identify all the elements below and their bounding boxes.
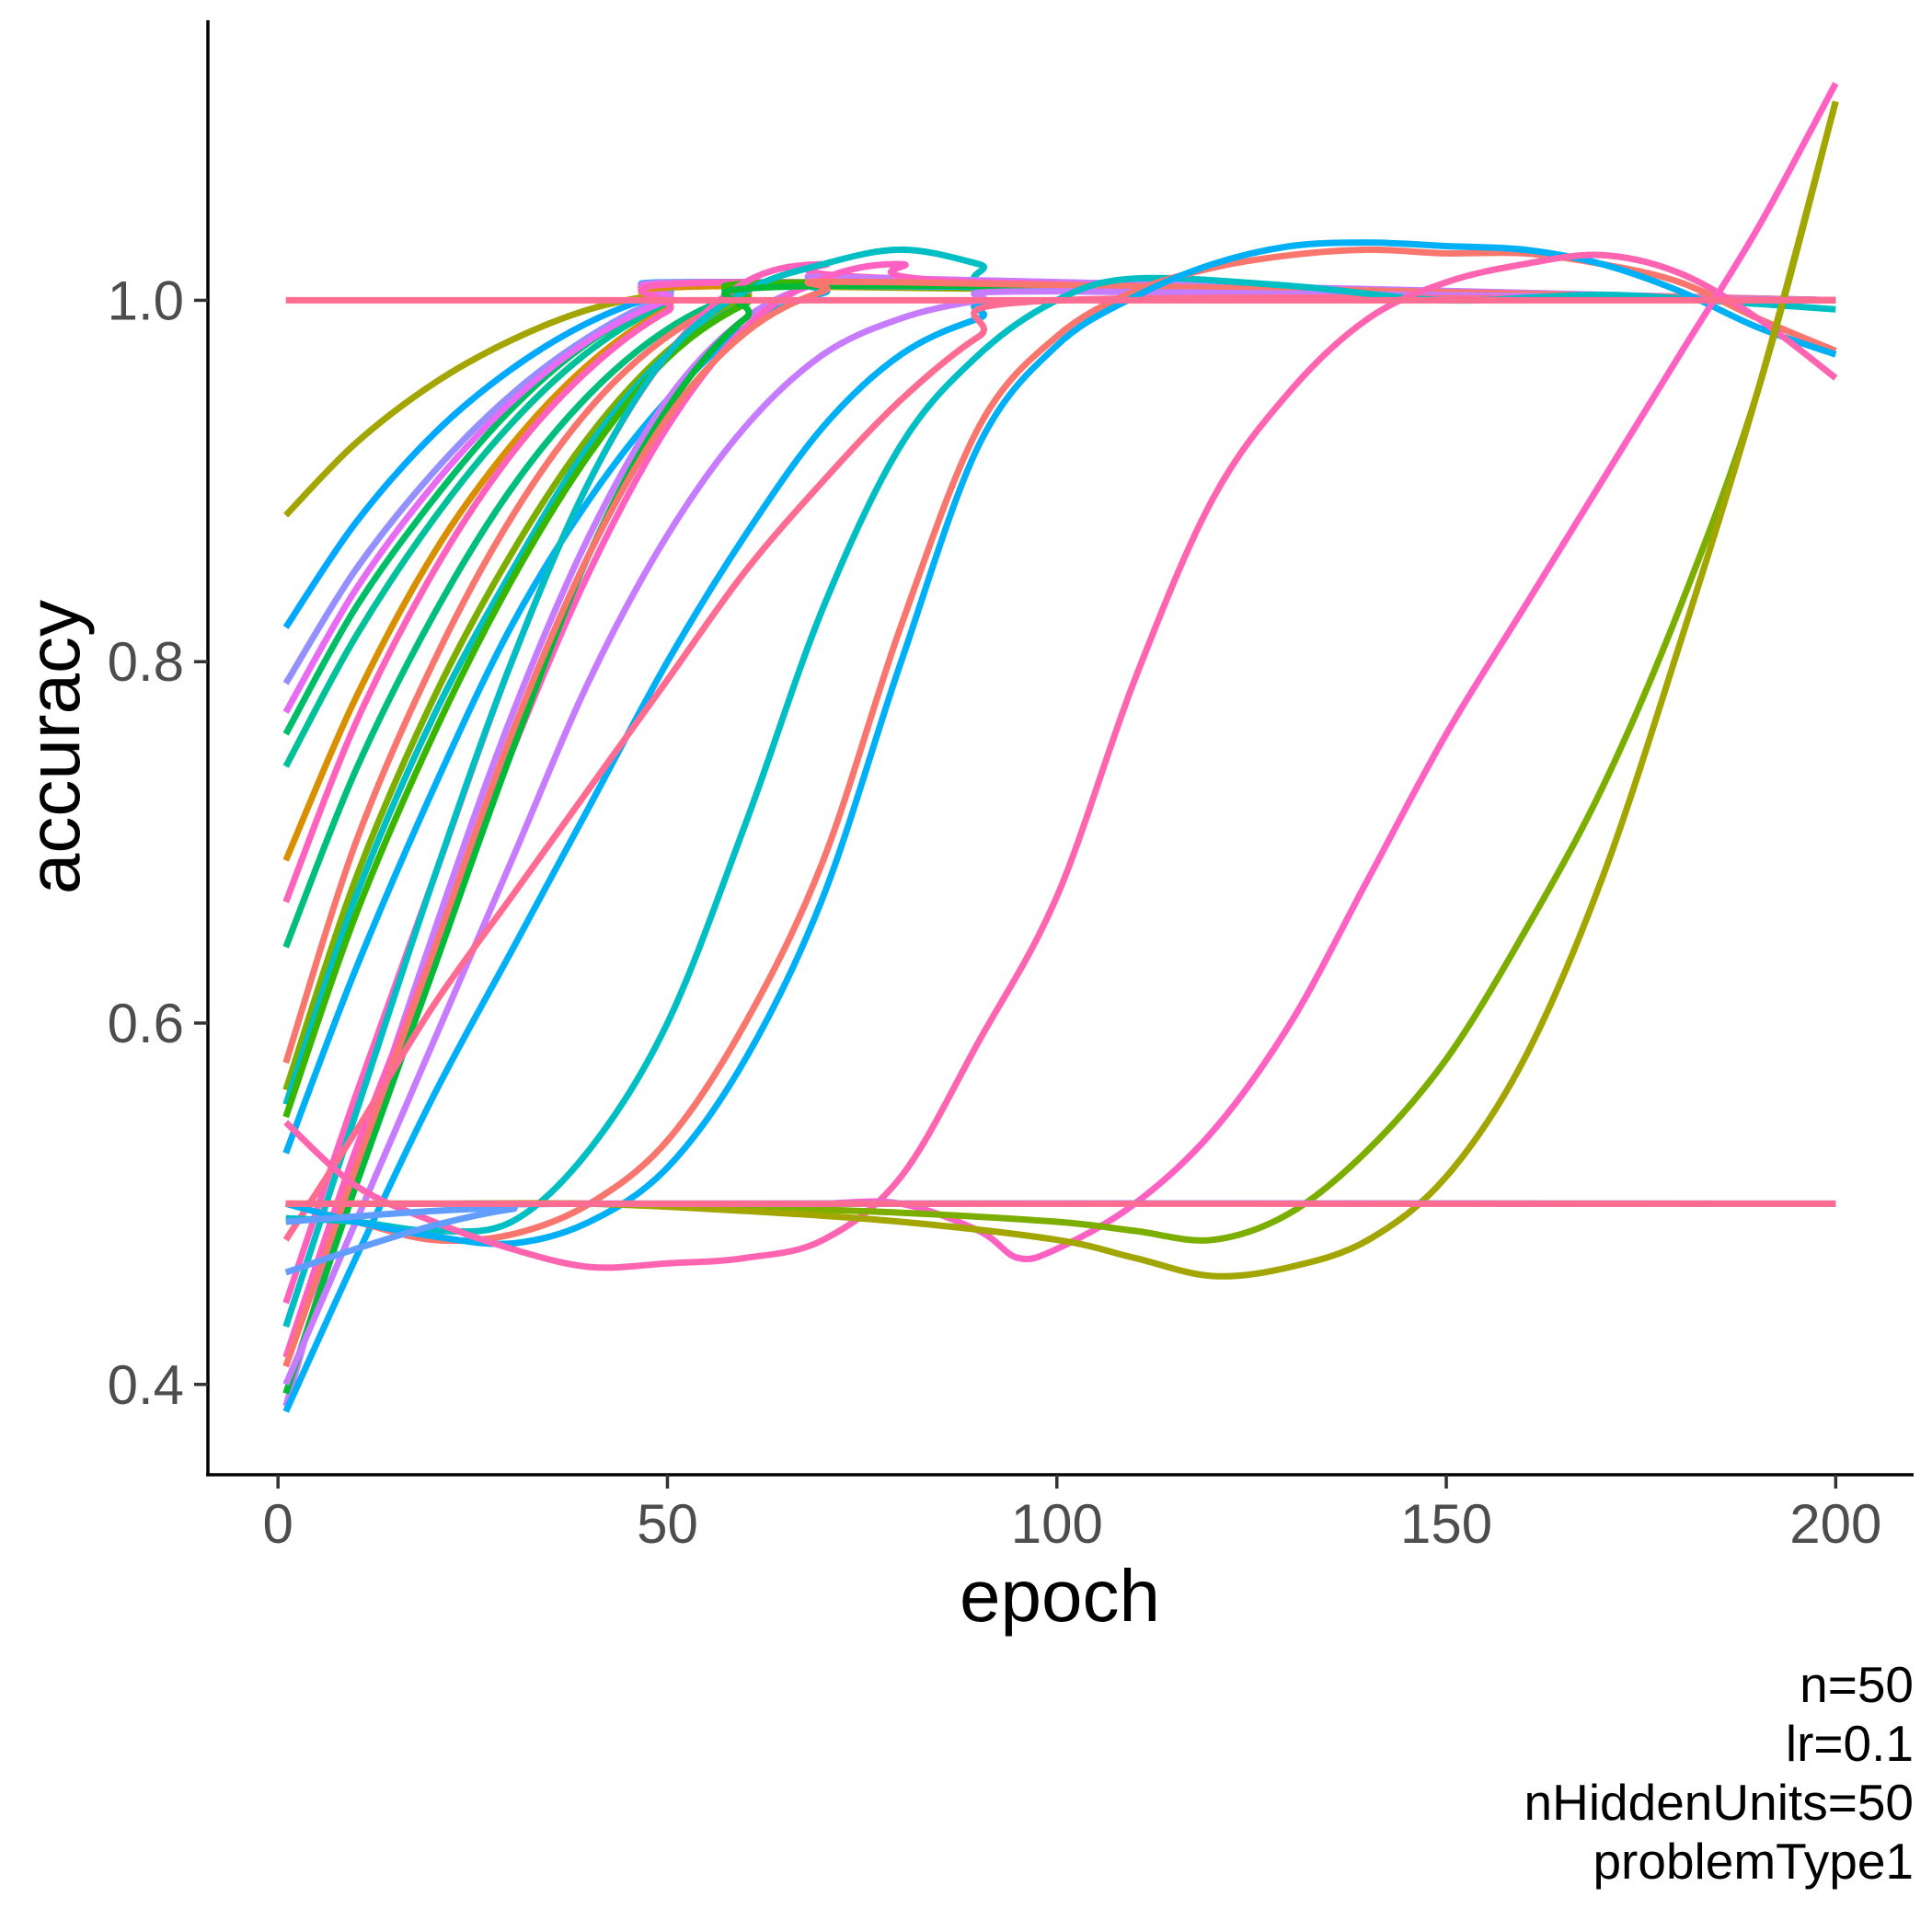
series-line-27 [283, 251, 1838, 1271]
series-line-26 [284, 239, 1837, 1248]
x-tick-label: 100 [1011, 1493, 1103, 1555]
caption-line: problemType1 [1593, 1833, 1914, 1890]
caption-line: nHiddenUnits=50 [1524, 1774, 1914, 1831]
y-axis-ticks: 0.4 0.6 0.8 1.0 [108, 270, 208, 1416]
series-line-22 [282, 288, 1836, 1386]
x-axis-ticks: 0 50 100 150 200 [263, 1475, 1881, 1555]
series-line-18 [282, 260, 1836, 1359]
y-tick-label: 0.6 [108, 993, 184, 1054]
x-tick-label: 0 [263, 1493, 293, 1555]
caption-line: n=50 [1800, 1656, 1914, 1713]
series-line-20 [282, 278, 1836, 1368]
x-axis-title: epoch [960, 1555, 1160, 1637]
x-tick-label: 200 [1789, 1493, 1881, 1555]
series-line-24 [285, 274, 1836, 1236]
y-tick-label: 1.0 [108, 270, 184, 331]
series-line-29 [285, 100, 1839, 1244]
caption-line: lr=0.1 [1786, 1715, 1914, 1772]
x-tick-label: 50 [637, 1493, 698, 1555]
y-axis-title: accuracy [13, 600, 95, 894]
y-tick-label: 0.4 [108, 1354, 184, 1416]
y-tick-label: 0.8 [108, 631, 184, 693]
series-line-28 [285, 82, 1839, 1263]
series-line-30 [285, 100, 1839, 1280]
x-tick-label: 150 [1400, 1493, 1492, 1555]
series-line-8 [282, 279, 1836, 903]
series-layer [282, 82, 1839, 1413]
